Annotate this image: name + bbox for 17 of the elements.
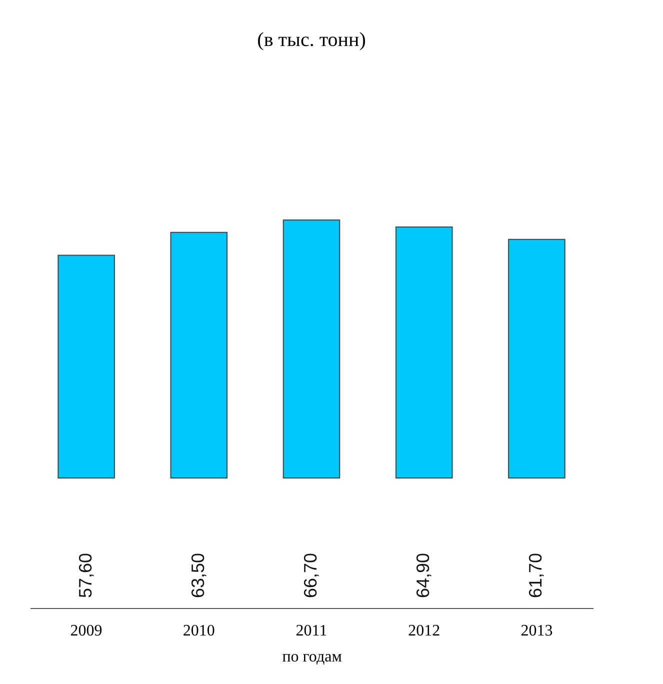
- bar: [170, 232, 228, 478]
- x-tick-label: 2011: [296, 622, 328, 640]
- bar: [282, 220, 340, 478]
- data-label: 66,70: [300, 552, 320, 598]
- x-tick-label: 2013: [520, 622, 553, 640]
- x-axis-title: по годам: [282, 648, 342, 666]
- x-tick-label: 2009: [70, 622, 102, 640]
- bar: [58, 254, 115, 478]
- bar: [395, 226, 453, 478]
- data-label: 61,70: [526, 552, 546, 598]
- x-tick-label: 2012: [408, 622, 440, 640]
- x-tick-label: 2010: [182, 622, 215, 640]
- chart-title: (в тыс. тонн): [257, 29, 366, 51]
- data-label: 64,90: [413, 552, 434, 598]
- bar: [508, 238, 566, 478]
- data-label: 57,60: [75, 552, 96, 598]
- data-label: 63,50: [188, 552, 208, 598]
